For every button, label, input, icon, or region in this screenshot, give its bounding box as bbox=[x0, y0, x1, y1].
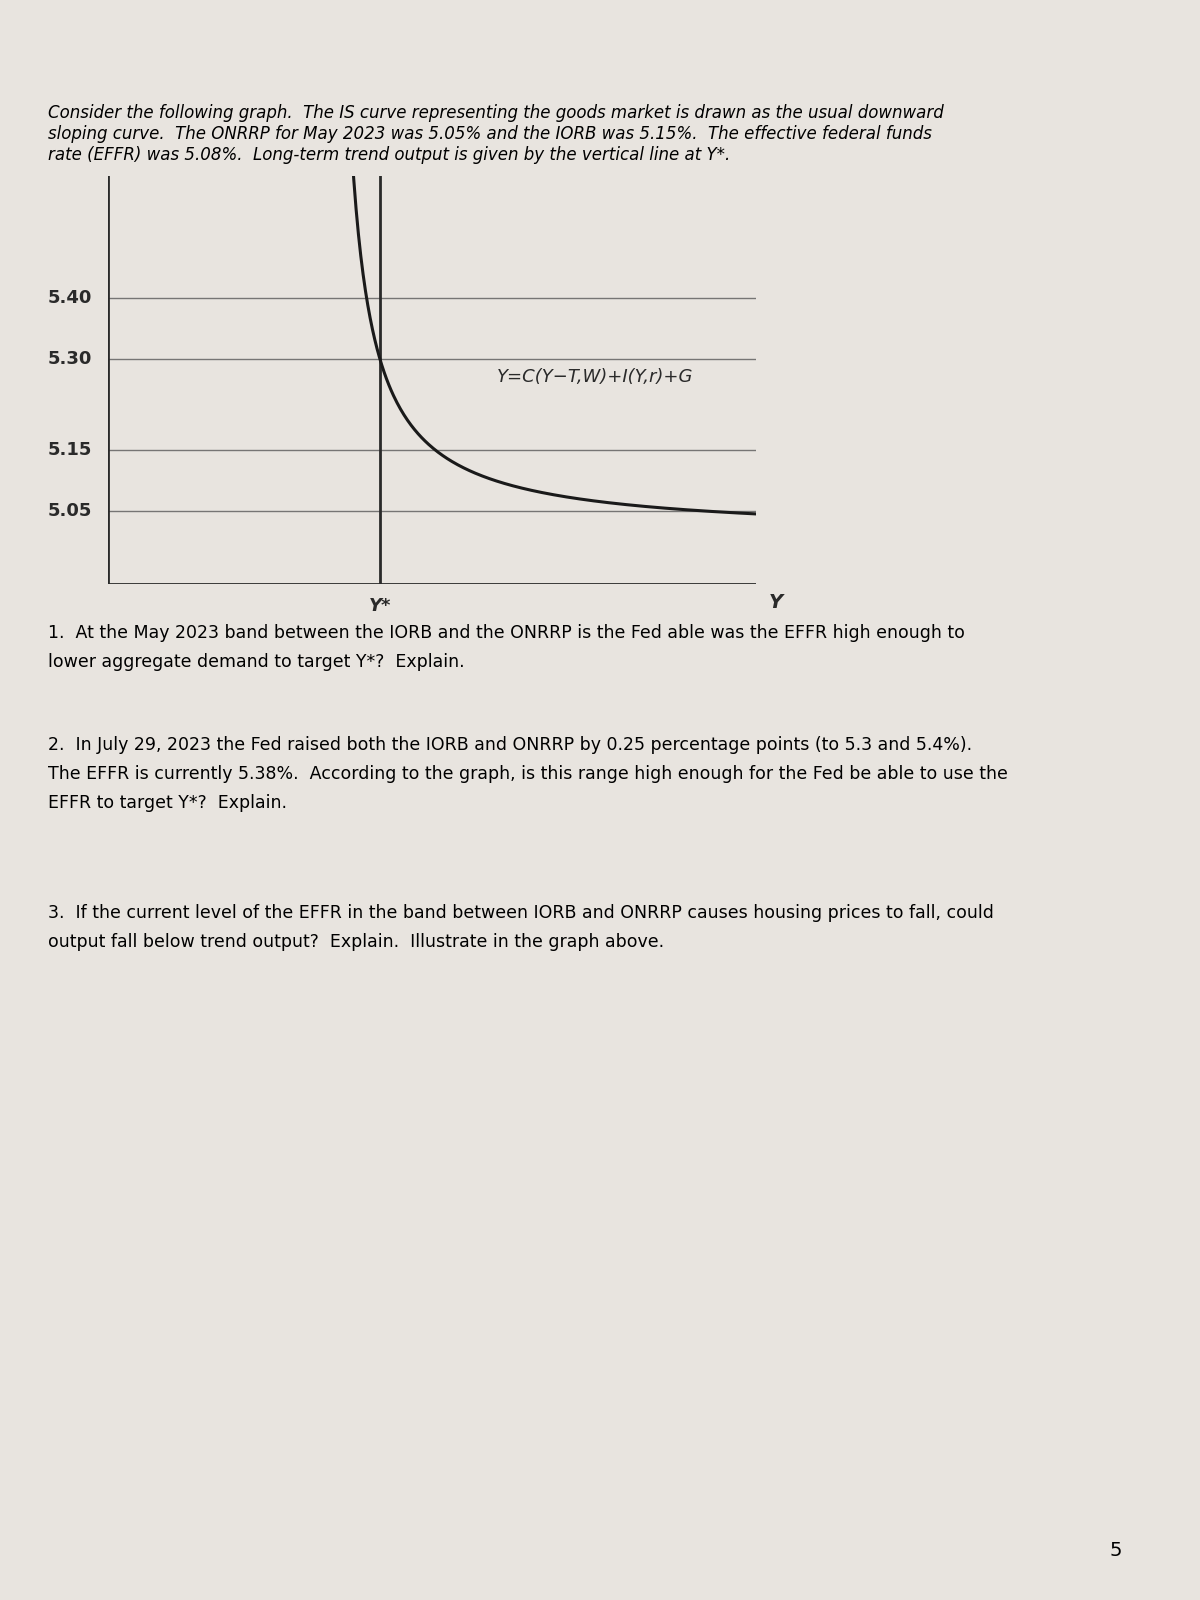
Text: 5: 5 bbox=[1110, 1541, 1122, 1560]
Text: 3.  If the current level of the EFFR in the band between IORB and ONRRP causes h: 3. If the current level of the EFFR in t… bbox=[48, 904, 994, 922]
Text: lower aggregate demand to target Y*?  Explain.: lower aggregate demand to target Y*? Exp… bbox=[48, 653, 464, 670]
Text: sloping curve.  The ONRRP for May 2023 was 5.05% and the IORB was 5.15%.  The ef: sloping curve. The ONRRP for May 2023 wa… bbox=[48, 125, 932, 142]
Text: Y=C(Y−T,W)+I(Y,r)+G: Y=C(Y−T,W)+I(Y,r)+G bbox=[497, 368, 694, 386]
Text: 5.40: 5.40 bbox=[48, 288, 91, 307]
Text: Consider the following graph.  The IS curve representing the goods market is dra: Consider the following graph. The IS cur… bbox=[48, 104, 943, 122]
Text: The EFFR is currently 5.38%.  According to the graph, is this range high enough : The EFFR is currently 5.38%. According t… bbox=[48, 765, 1008, 782]
Text: EFFR to target Y*?  Explain.: EFFR to target Y*? Explain. bbox=[48, 794, 287, 811]
Text: output fall below trend output?  Explain.  Illustrate in the graph above.: output fall below trend output? Explain.… bbox=[48, 933, 664, 950]
Text: 5.30: 5.30 bbox=[48, 350, 91, 368]
Text: 2.  In July 29, 2023 the Fed raised both the IORB and ONRRP by 0.25 percentage p: 2. In July 29, 2023 the Fed raised both … bbox=[48, 736, 972, 754]
Text: 5.05: 5.05 bbox=[48, 502, 91, 520]
Text: Y: Y bbox=[769, 594, 784, 613]
Text: 5.15: 5.15 bbox=[48, 442, 91, 459]
Text: 1.  At the May 2023 band between the IORB and the ONRRP is the Fed able was the : 1. At the May 2023 band between the IORB… bbox=[48, 624, 965, 642]
Text: Y*: Y* bbox=[368, 597, 391, 616]
Text: rate (EFFR) was 5.08%.  Long-term trend output is given by the vertical line at : rate (EFFR) was 5.08%. Long-term trend o… bbox=[48, 146, 731, 163]
